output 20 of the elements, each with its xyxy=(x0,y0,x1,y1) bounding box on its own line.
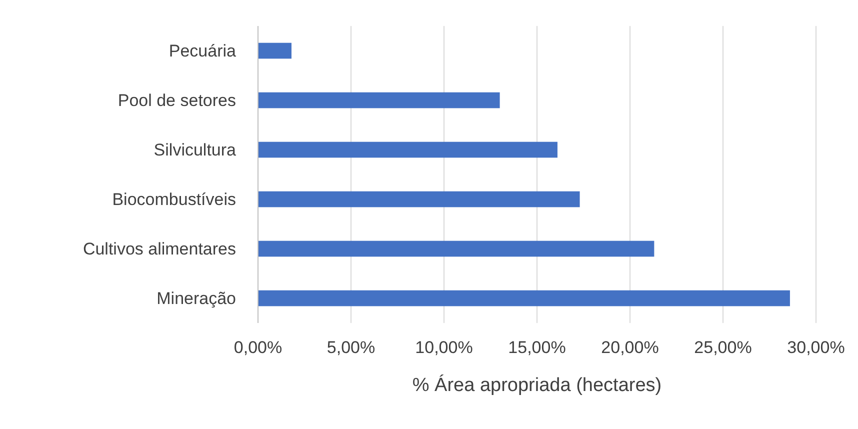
y-tick-label: Pecuária xyxy=(168,42,237,61)
y-tick-label: Silvicultura xyxy=(154,140,237,160)
y-tick-label: Mineração xyxy=(156,289,236,308)
x-axis-title: % Área apropriada (hectares) xyxy=(412,374,662,396)
x-tick-label: 10,00% xyxy=(415,338,473,357)
x-tick-label: 20,00% xyxy=(601,338,659,357)
bar xyxy=(258,142,558,158)
bar xyxy=(258,42,292,59)
bar xyxy=(258,191,580,208)
bar xyxy=(258,240,654,257)
x-tick-label: 5,00% xyxy=(326,338,376,357)
x-tick-label: 25,00% xyxy=(694,338,752,357)
y-tick-label: Biocombustíveis xyxy=(112,190,236,210)
y-tick-label: Cultivos alimentares xyxy=(82,240,236,259)
bar xyxy=(258,92,500,108)
y-tick-label: Pool de setores xyxy=(118,91,236,110)
x-tick-label: 0,00% xyxy=(234,338,282,357)
bar xyxy=(258,290,790,306)
x-tick-label: 30,00% xyxy=(787,338,845,357)
x-tick-label: 15,00% xyxy=(508,338,566,357)
